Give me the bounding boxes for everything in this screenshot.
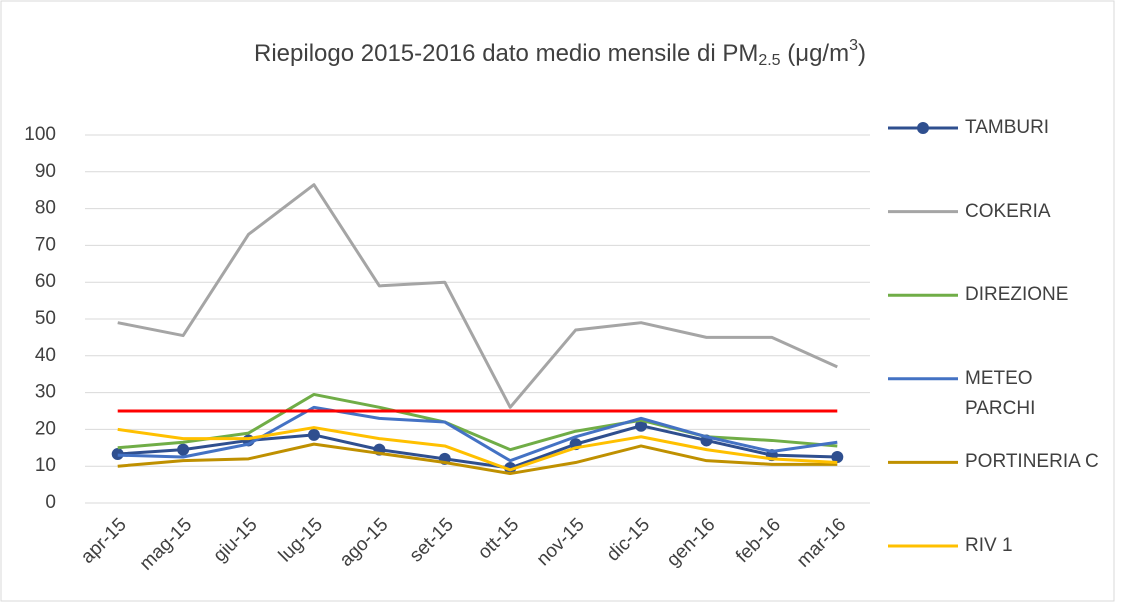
point-marker xyxy=(504,462,517,475)
series-line xyxy=(117,405,838,463)
y-tick-label: 80 xyxy=(35,198,56,219)
point-marker xyxy=(111,448,124,461)
legend-label: DIREZIONE xyxy=(965,284,1069,306)
title-part: ) xyxy=(858,40,866,67)
y-tick-label: 20 xyxy=(35,418,56,439)
series-line xyxy=(117,392,838,452)
y-tick-label: 0 xyxy=(45,492,56,513)
y-tick-label: 30 xyxy=(35,382,56,403)
y-tick-label: 50 xyxy=(35,308,56,329)
title-sub: 2.5 xyxy=(758,52,780,69)
legend-label: METEO PARCHI xyxy=(965,367,1036,419)
legend-label: TAMBURI xyxy=(965,117,1050,138)
title-part: Riepilogo 2015-2016 dato medio mensile d… xyxy=(254,40,758,67)
title-part: (μg/m xyxy=(781,40,850,67)
series-line xyxy=(117,442,838,476)
chart-title: Riepilogo 2015-2016 dato medio mensile d… xyxy=(254,37,866,69)
series-line xyxy=(117,426,838,472)
point-marker xyxy=(177,443,190,456)
y-tick-label: 90 xyxy=(35,161,56,182)
point-marker xyxy=(635,419,648,432)
point-marker xyxy=(831,451,844,463)
y-tick-label: 100 xyxy=(24,124,56,145)
y-tick-label: 40 xyxy=(35,345,56,366)
title-sup: 3 xyxy=(849,37,858,54)
legend-label: COKERIA xyxy=(965,200,1051,222)
series-line xyxy=(117,424,838,470)
y-tick-label: 10 xyxy=(35,455,56,476)
series-line xyxy=(117,183,838,409)
y-tick-label: 60 xyxy=(35,271,56,292)
legend-label: PORTINERIA C xyxy=(965,451,1099,473)
legend-marker xyxy=(917,122,929,134)
point-marker xyxy=(307,428,320,441)
y-tick-label: 70 xyxy=(35,234,56,255)
legend-label: RIV 1 xyxy=(965,535,1013,556)
